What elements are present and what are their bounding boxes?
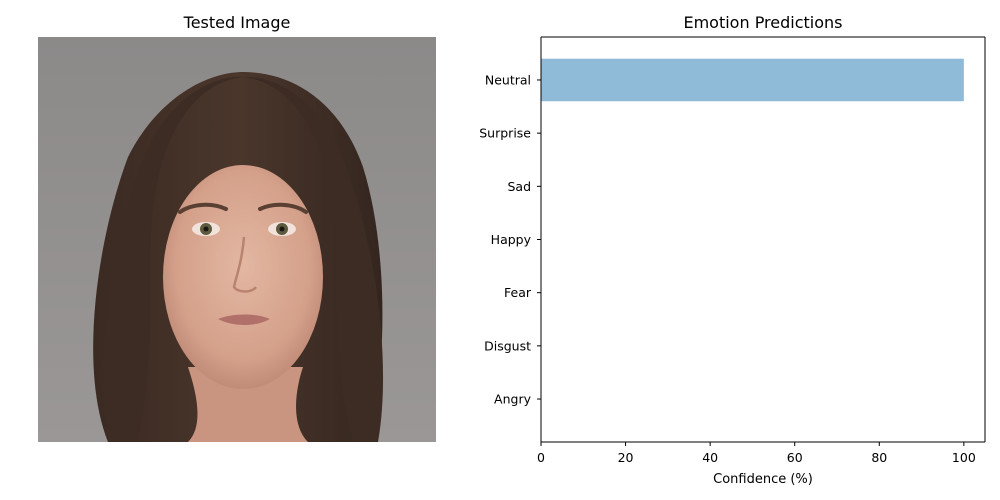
y-tick-label-sad: Sad — [507, 179, 531, 194]
y-ticks: Angry Disgust Fear Happy Sad Surprise Neutral — [479, 72, 541, 407]
y-tick-label-surprise: Surprise — [479, 126, 531, 141]
y-tick-label-neutral: Neutral — [485, 72, 531, 87]
image-panel-title: Tested Image — [183, 13, 291, 32]
chart-title: Emotion Predictions — [683, 13, 843, 32]
y-tick-label-fear: Fear — [504, 285, 532, 300]
x-tick-label-80: 80 — [871, 450, 887, 465]
bar-neutral — [541, 58, 964, 102]
y-tick-label-happy: Happy — [491, 232, 532, 247]
x-tick-label-60: 60 — [787, 450, 803, 465]
x-tick-label-0: 0 — [537, 450, 545, 465]
x-ticks: 0 20 40 60 80 100 — [537, 442, 976, 465]
y-tick-label-angry: Angry — [494, 392, 532, 407]
bars-layer — [541, 58, 964, 102]
x-axis-label: Confidence (%) — [713, 472, 813, 487]
x-tick-label-40: 40 — [702, 450, 718, 465]
x-tick-label-100: 100 — [952, 450, 976, 465]
tested-face-photo — [38, 37, 436, 442]
y-tick-label-disgust: Disgust — [484, 338, 531, 353]
x-tick-label-20: 20 — [618, 450, 634, 465]
